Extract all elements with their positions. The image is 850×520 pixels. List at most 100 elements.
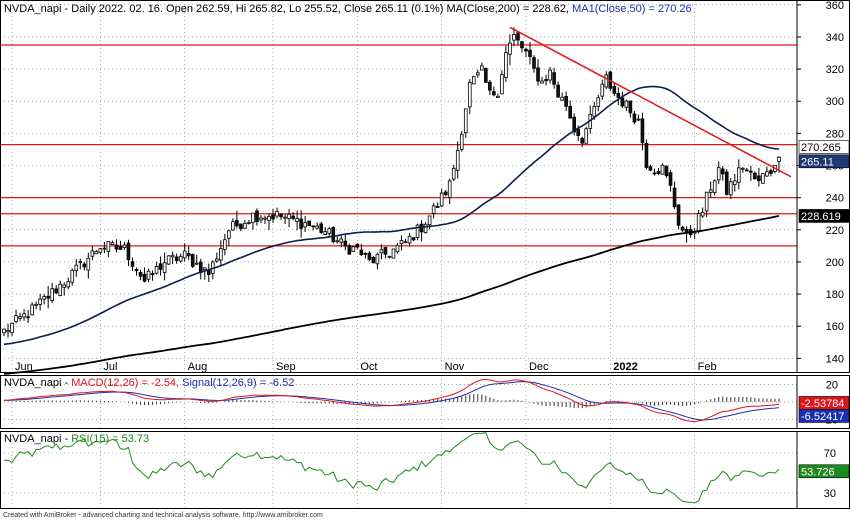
signal-line-label: Signal(12,26,9) = -6.52 [182,377,294,389]
candle-body [82,263,87,268]
candle-body [158,263,163,270]
month-label: Jul [103,361,117,373]
price-badge: 265.11 [801,156,834,168]
candle-body [255,210,259,223]
ma50-label: MA1(Close,50) = 270.26 [572,3,692,15]
macd-title: NVDA_napi - MACD(12,26) = -2.54, Signal(12… [4,377,294,389]
candle-body [58,283,63,296]
price-tick-label: 220 [826,225,844,237]
candle-body [247,222,251,224]
candle-body [769,170,773,174]
candle-body [724,171,729,195]
month-label: Nov [445,361,465,373]
candle-body [271,214,275,220]
candle-body [154,265,159,274]
price-tick-label: 280 [826,128,844,140]
month-label: Jun [15,361,33,373]
candle-body [728,181,733,196]
price-tick-label: 200 [826,257,844,269]
rsi-title: NVDA_napi - RSI(15) = 53.73 [4,433,149,445]
candle-body [399,239,404,245]
candle-body [126,242,131,261]
candle-body [351,246,356,252]
candle-body [291,215,295,219]
candle-body [716,167,721,181]
candle-body [564,96,568,107]
candle-body [757,175,761,182]
footer-text: Created with AmiBroker - advanced charti… [3,512,323,519]
candle-body [359,249,364,256]
candle-body [411,237,416,241]
candle-body [696,213,701,233]
macd-tick-label: 20 [826,380,838,392]
macd-plot [3,378,780,423]
rsi-tick-label: 70 [824,448,836,460]
candle-body [572,116,576,133]
candle-body [106,241,111,252]
candle-body [544,78,548,82]
rsi-badge: 53.726 [801,466,835,478]
candle-body [6,330,10,333]
candle-body [122,244,127,249]
candle-body [520,41,524,49]
rsi-line-label: RSI(15) = 53.73 [71,433,149,445]
candle-body [259,217,263,221]
candle-body [10,322,14,333]
candle-body [275,211,279,217]
candle-body [78,261,83,263]
candle-body [339,238,344,243]
candle-body [114,244,119,250]
candle-body [267,215,271,222]
candle-body [299,218,303,229]
candle-body [166,255,171,265]
candle-body [777,156,781,162]
candle-body [22,313,26,318]
candle-body [628,100,633,114]
candle-body [680,226,685,231]
candle-body [652,172,657,175]
price-tick-label: 140 [826,353,844,365]
candle-body [459,133,464,150]
trendline [509,26,792,178]
candle-body [54,288,59,294]
candle-body [355,243,360,248]
candle-body [150,273,155,276]
candle-body [668,172,673,186]
month-label: Feb [698,361,717,373]
candle-body [471,76,476,85]
candle-body [467,82,472,108]
macd-line-label: MACD(12,26) = -2.54, [71,377,179,389]
candle-body [178,255,183,262]
candle-body [142,273,147,282]
candle-body [102,247,107,250]
candle-body [443,191,448,196]
candle-body [311,225,315,228]
candle-body [439,192,444,207]
main-price-axis: 140160180200220240260280300320340360 [797,0,844,365]
candle-body [656,170,661,174]
candle-body [363,253,368,255]
candle-body [476,72,480,76]
candle-body [415,224,420,238]
price-badge: 270.265 [801,142,841,154]
candle-body [251,212,255,223]
month-axis: Jun Jul Aug Sep Oct Nov Dec 2022 Feb [15,361,717,373]
candle-body [664,165,669,177]
candle-body [182,250,187,259]
candle-body [552,72,556,85]
candle-body [186,253,191,257]
candle-body [303,222,307,228]
candle-body [146,270,151,280]
macd-line [3,378,780,423]
candle-body [580,138,585,144]
candle-body [708,189,713,193]
candle-body [194,262,199,265]
candle-body [219,248,223,261]
candle-body [741,167,745,170]
candle-body [488,81,492,91]
candle-body [447,180,452,198]
candle-body [616,92,621,98]
month-label: Sep [276,361,296,373]
candle-body [215,258,219,262]
candle-body [319,223,324,233]
